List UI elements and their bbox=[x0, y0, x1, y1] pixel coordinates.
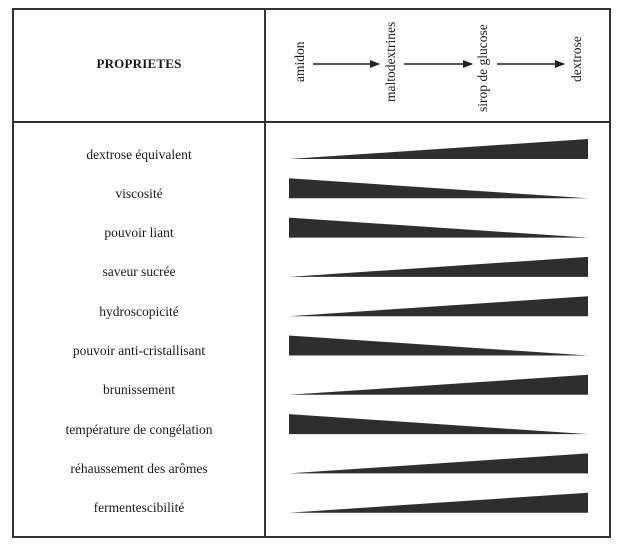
property-label: hydroscopicité bbox=[99, 304, 179, 319]
properties-header: PROPRIETES bbox=[96, 56, 182, 71]
header-divider bbox=[12, 121, 611, 123]
property-label: pouvoir liant bbox=[104, 225, 174, 240]
property-label: réhaussement des arômes bbox=[70, 461, 208, 476]
property-label: brunissement bbox=[103, 382, 175, 397]
trend-wedge-decreasing bbox=[289, 414, 588, 435]
column-divider bbox=[264, 8, 266, 538]
property-label: viscosité bbox=[115, 186, 163, 201]
property-label: dextrose équivalent bbox=[86, 147, 192, 162]
property-label: fermentescibilité bbox=[93, 500, 185, 515]
trend-wedge-decreasing bbox=[289, 217, 588, 238]
trend-wedge-increasing bbox=[289, 139, 588, 159]
table-frame bbox=[12, 8, 611, 538]
trend-wedge-decreasing bbox=[289, 335, 588, 356]
property-label: saveur sucrée bbox=[102, 264, 176, 279]
property-label: température de congélation bbox=[65, 422, 213, 437]
property-label: pouvoir anti-cristallisant bbox=[72, 343, 206, 358]
trend-wedge-increasing bbox=[289, 296, 588, 317]
trend-wedge-increasing bbox=[289, 453, 588, 474]
trend-wedge-increasing bbox=[289, 492, 588, 513]
trend-wedge-decreasing bbox=[289, 178, 588, 199]
trend-wedges bbox=[289, 139, 588, 513]
trend-wedge-increasing bbox=[289, 256, 588, 277]
trend-wedge-increasing bbox=[289, 374, 588, 395]
